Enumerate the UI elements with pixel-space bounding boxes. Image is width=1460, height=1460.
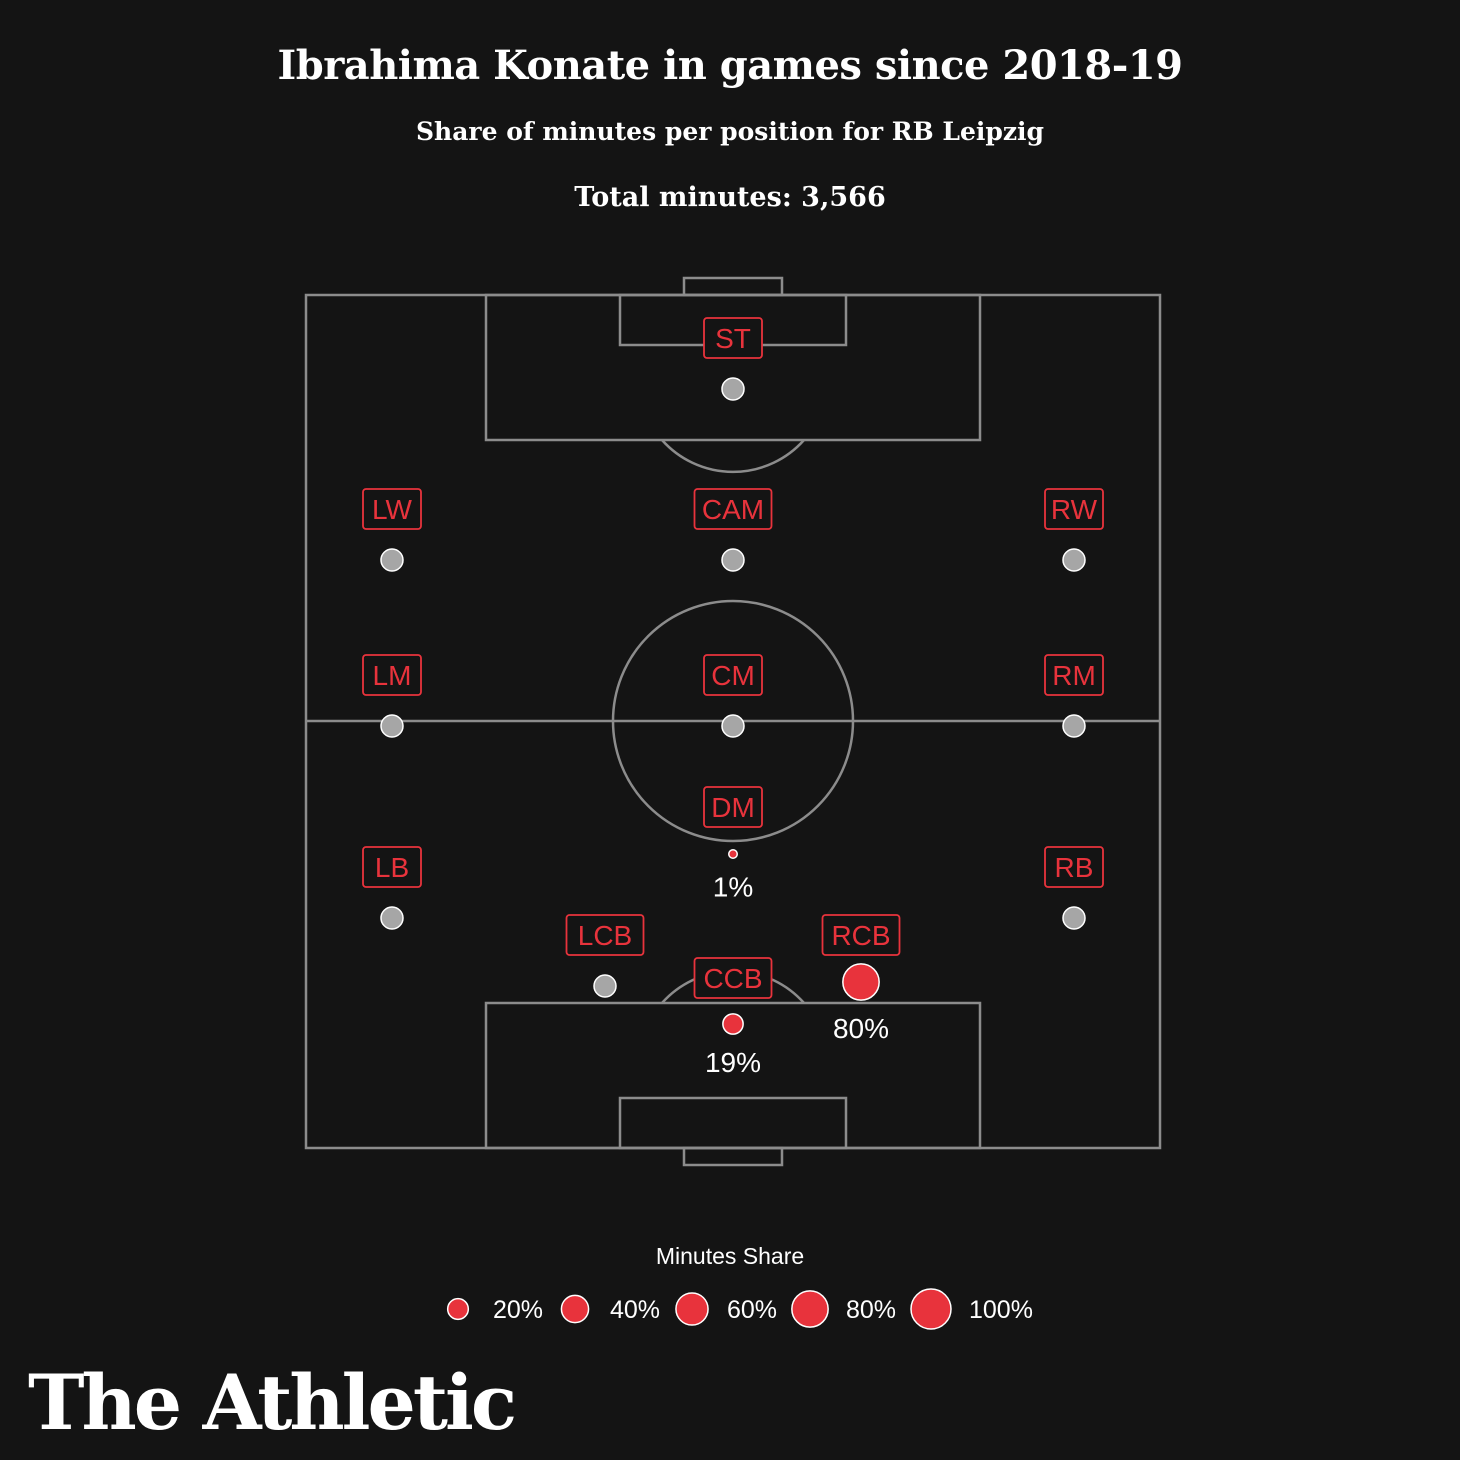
position-label-box-st xyxy=(703,317,763,359)
position-marker-rcb xyxy=(842,963,880,1001)
bottom-six-yard-box xyxy=(618,1096,848,1150)
position-marker-cm xyxy=(721,714,745,738)
top-penalty-box xyxy=(484,293,982,442)
position-label-box-lw xyxy=(362,488,422,530)
legend-item: 20% xyxy=(446,1296,543,1324)
center-circle xyxy=(611,599,855,843)
legend-marker xyxy=(675,1292,709,1326)
legend-marker xyxy=(910,1288,952,1330)
position-lb: LB xyxy=(362,846,422,930)
position-label-dm: DM xyxy=(711,792,755,823)
legend-layer: 20% 40% 60% 80% 100% xyxy=(446,1288,1033,1330)
position-value-ccb: 19% xyxy=(705,1047,761,1078)
position-st: ST xyxy=(703,317,763,401)
chart-title: Ibrahima Konate in games since 2018-19 xyxy=(277,42,1183,89)
position-value-dm: 1% xyxy=(713,871,753,902)
position-label-box-dm xyxy=(703,786,763,828)
legend-item: 40% xyxy=(560,1294,660,1324)
position-label-box-lb xyxy=(362,846,422,888)
position-label-lm: LM xyxy=(373,660,412,691)
legend-title: Minutes Share xyxy=(655,1243,805,1269)
legend-item: 80% xyxy=(791,1290,896,1328)
position-rm: RM xyxy=(1044,654,1104,738)
position-label-rw: RW xyxy=(1051,494,1098,525)
position-cm: CM xyxy=(703,654,763,738)
position-marker-cam xyxy=(721,548,745,572)
position-lw: LW xyxy=(362,488,422,572)
pitch-lines xyxy=(304,276,1162,1167)
position-rw: RW xyxy=(1044,488,1104,572)
legend-label: 20% xyxy=(493,1296,543,1324)
position-rb: RB xyxy=(1044,846,1104,930)
position-marker-rb xyxy=(1062,906,1086,930)
legend-item: 60% xyxy=(675,1292,777,1326)
position-marker-dm xyxy=(728,849,738,859)
position-label-cam: CAM xyxy=(702,494,764,525)
legend-label: 100% xyxy=(969,1296,1033,1324)
legend-label: 80% xyxy=(846,1296,896,1324)
position-label-st: ST xyxy=(715,323,751,354)
position-label-box-rw xyxy=(1044,488,1104,530)
position-label-cm: CM xyxy=(711,660,755,691)
position-marker-rm xyxy=(1062,714,1086,738)
position-label-box-ccb xyxy=(693,957,773,999)
legend-marker xyxy=(791,1290,829,1328)
legend-marker xyxy=(560,1294,590,1324)
position-marker-st xyxy=(721,377,745,401)
position-label-box-rb xyxy=(1044,846,1104,888)
position-marker-lb xyxy=(380,906,404,930)
position-label-box-rm xyxy=(1044,654,1104,696)
legend-label: 60% xyxy=(727,1296,777,1324)
position-label-box-lcb xyxy=(565,914,645,956)
position-label-rm: RM xyxy=(1052,660,1096,691)
position-label-box-cm xyxy=(703,654,763,696)
position-marker-lw xyxy=(380,548,404,572)
position-label-box-rcb xyxy=(821,914,901,956)
legend-label: 40% xyxy=(610,1296,660,1324)
legend-marker xyxy=(446,1297,470,1321)
bottom-goal xyxy=(682,1146,784,1167)
position-label-lw: LW xyxy=(372,494,412,525)
top-penalty-arc xyxy=(661,439,805,474)
position-lm: LM xyxy=(362,654,422,738)
brand-logo: The Athletic xyxy=(28,1358,517,1447)
position-label-ccb: CCB xyxy=(703,963,762,994)
position-label-lb: LB xyxy=(375,852,409,883)
position-label-lcb: LCB xyxy=(578,920,632,951)
position-label-box-lm xyxy=(362,654,422,696)
legend-item: 100% xyxy=(910,1288,1033,1330)
position-lcb: LCB xyxy=(565,914,645,998)
position-label-box-cam xyxy=(693,488,773,530)
position-marker-lcb xyxy=(593,974,617,998)
position-ccb: CCB 19% xyxy=(693,957,773,1078)
position-marker-ccb xyxy=(722,1013,744,1035)
position-cam: CAM xyxy=(693,488,773,572)
position-value-rcb: 80% xyxy=(833,1013,889,1044)
position-label-rcb: RCB xyxy=(831,920,890,951)
position-label-rb: RB xyxy=(1055,852,1094,883)
position-rcb: RCB 80% xyxy=(821,914,901,1044)
position-dm: DM 1% xyxy=(703,786,763,902)
position-marker-rw xyxy=(1062,548,1086,572)
chart-subtitle: Share of minutes per position for RB Lei… xyxy=(415,117,1044,146)
positions-layer: ST LW CAM RW LM CM RM DM 1% LB RB LCB RCB 80% CCB 19% xyxy=(362,317,1104,1078)
total-minutes: Total minutes: 3,566 xyxy=(574,182,886,213)
top-goal xyxy=(682,276,784,297)
position-marker-lm xyxy=(380,714,404,738)
